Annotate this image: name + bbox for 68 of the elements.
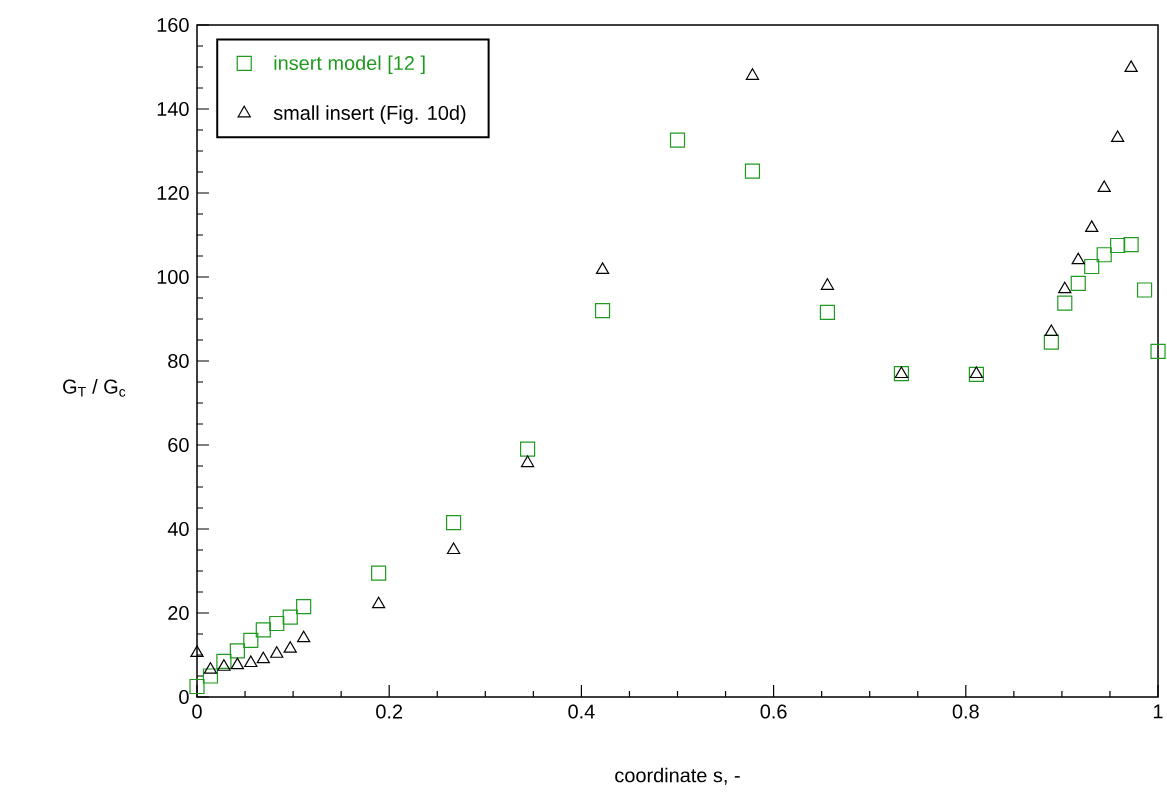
point bbox=[446, 542, 461, 555]
point bbox=[1058, 281, 1072, 294]
y-tick-label: 20 bbox=[168, 605, 189, 621]
point bbox=[1085, 220, 1099, 232]
point bbox=[216, 653, 232, 669]
x-tick-label: 0.6 bbox=[760, 704, 787, 719]
legend-label: small insert (Fig. 10d) bbox=[273, 105, 466, 124]
point bbox=[969, 366, 984, 379]
point bbox=[229, 643, 245, 659]
point bbox=[1097, 180, 1111, 193]
y-axis-title: G$_{T}$ / G$_{c}$ bbox=[63, 379, 126, 397]
point bbox=[1070, 275, 1086, 291]
point bbox=[296, 599, 312, 615]
point bbox=[745, 68, 760, 80]
point bbox=[1043, 334, 1059, 350]
point bbox=[283, 641, 297, 653]
point bbox=[203, 662, 218, 674]
point bbox=[189, 678, 205, 695]
point bbox=[243, 632, 259, 648]
point bbox=[1084, 258, 1100, 275]
point bbox=[270, 646, 284, 658]
point bbox=[519, 441, 536, 457]
x-tick-label: 0.2 bbox=[376, 704, 403, 719]
point bbox=[520, 455, 535, 468]
x-tick-label: 0.8 bbox=[952, 704, 979, 719]
point bbox=[269, 615, 285, 632]
y-tick-label: 0 bbox=[179, 689, 189, 705]
legend-label: insert model [12 ] bbox=[274, 55, 425, 75]
point bbox=[244, 655, 258, 668]
point bbox=[217, 659, 231, 671]
point bbox=[1150, 343, 1166, 359]
point bbox=[230, 657, 245, 670]
point bbox=[256, 651, 270, 664]
point bbox=[594, 302, 611, 319]
point bbox=[1096, 247, 1112, 263]
point bbox=[1110, 130, 1125, 143]
point bbox=[1123, 237, 1139, 253]
point bbox=[1110, 237, 1126, 254]
point bbox=[1136, 282, 1153, 298]
point bbox=[669, 132, 686, 148]
point bbox=[255, 622, 271, 638]
y-tick-label: 80 bbox=[168, 353, 189, 369]
point bbox=[1044, 324, 1058, 337]
point bbox=[968, 366, 984, 383]
x-axis-title: coordinate s, - bbox=[615, 767, 740, 785]
x-tick-label: 1 bbox=[1153, 704, 1163, 719]
point bbox=[297, 630, 311, 643]
point bbox=[819, 304, 836, 320]
y-tick-label: 60 bbox=[168, 437, 189, 453]
point bbox=[820, 278, 835, 290]
point bbox=[445, 515, 462, 531]
y-tick-label: 100 bbox=[157, 269, 189, 285]
point bbox=[282, 609, 298, 625]
point bbox=[1057, 295, 1073, 311]
y-tick-label: 120 bbox=[157, 185, 189, 201]
y-tick-label: 160 bbox=[157, 17, 189, 33]
point bbox=[1071, 252, 1085, 265]
x-tick-label: 0 bbox=[192, 704, 202, 719]
point bbox=[1124, 60, 1138, 72]
point bbox=[202, 668, 219, 684]
point bbox=[190, 645, 204, 657]
y-tick-label: 140 bbox=[157, 101, 189, 117]
point bbox=[595, 262, 610, 274]
point bbox=[371, 565, 387, 581]
x-tick-label: 0.4 bbox=[568, 704, 595, 719]
point bbox=[744, 163, 761, 179]
point bbox=[371, 596, 386, 609]
y-tick-label: 40 bbox=[167, 521, 189, 537]
